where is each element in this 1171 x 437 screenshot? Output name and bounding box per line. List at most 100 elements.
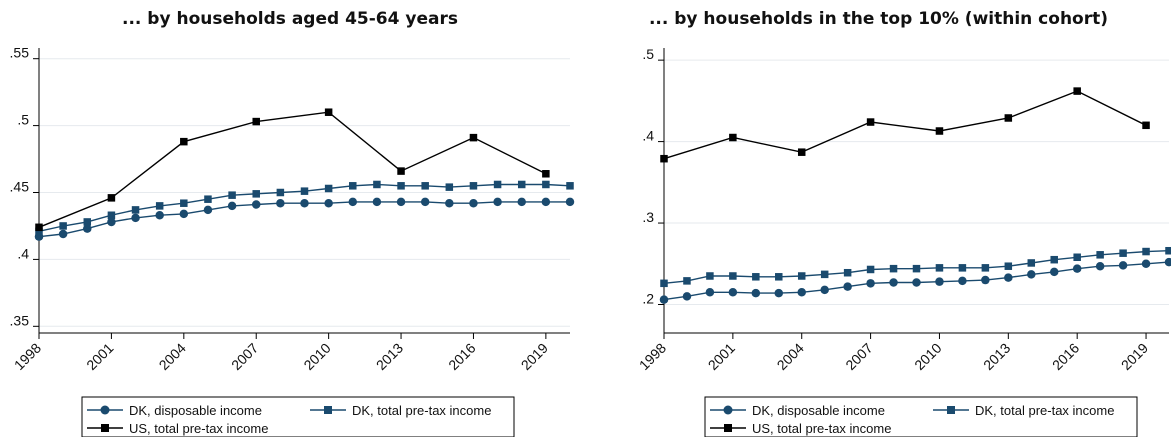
data-point — [58, 229, 68, 239]
data-point — [228, 191, 236, 199]
series-line-3 — [38, 111, 547, 228]
data-point — [1073, 87, 1081, 95]
data-point — [660, 154, 668, 163]
data-point — [1049, 267, 1059, 277]
x-tick-label: 2001 — [83, 340, 116, 373]
legend-box — [704, 396, 1138, 437]
data-point — [517, 180, 526, 189]
data-point — [276, 188, 285, 197]
data-point — [565, 197, 575, 207]
legend-box — [81, 396, 515, 437]
data-point — [469, 133, 478, 142]
data-point — [445, 183, 454, 191]
data-point — [541, 197, 551, 207]
x-tick-label: 2004 — [156, 340, 189, 373]
data-point — [1119, 249, 1127, 257]
chart-title: ... by households aged 45-64 years — [122, 9, 458, 29]
legend-label: DK, disposable income — [129, 403, 262, 418]
data-point — [324, 108, 333, 116]
data-point — [935, 127, 944, 135]
data-point — [373, 180, 381, 189]
data-point — [251, 200, 261, 209]
legend-marker — [947, 406, 955, 414]
data-point — [1164, 257, 1171, 267]
y-tick-label: .55 — [10, 45, 30, 61]
data-point — [1027, 259, 1036, 267]
data-point — [131, 206, 140, 214]
x-tick-label: 2007 — [228, 340, 261, 373]
y-tick-label: .4 — [642, 128, 654, 144]
data-point — [1095, 261, 1105, 271]
data-point — [659, 295, 669, 304]
chart-left-svg: .35 .4 .45 .5 .55 1998 2001 2004 2007 2010 2013 201… — [10, 45, 575, 437]
chart-panel-left: ... by households aged 45-64 years .35 .4… — [0, 0, 580, 437]
data-point — [1142, 121, 1150, 130]
data-point — [797, 148, 806, 156]
data-point — [83, 218, 92, 226]
data-point — [683, 277, 691, 285]
legend-label: US, total pre-tax income — [129, 421, 268, 436]
legend-label: DK, total pre-tax income — [975, 403, 1114, 418]
data-point — [252, 190, 260, 198]
x-tick-label: 2001 — [705, 340, 738, 373]
data-point — [1165, 246, 1171, 255]
data-point — [729, 272, 737, 280]
data-point — [866, 265, 875, 274]
data-point — [324, 198, 333, 208]
data-point — [820, 270, 829, 279]
data-point — [797, 272, 806, 280]
x-tick-label: 2010 — [300, 340, 333, 373]
data-point — [729, 133, 737, 142]
data-point — [517, 197, 526, 207]
data-point — [1141, 259, 1151, 269]
data-point — [421, 182, 429, 190]
data-point — [107, 211, 116, 219]
legend-marker — [324, 406, 332, 414]
data-point — [180, 199, 188, 207]
x-tick-label: 2013 — [980, 340, 1013, 373]
data-point — [1072, 264, 1082, 273]
data-point — [1142, 247, 1150, 256]
y-tick-label: .4 — [17, 245, 29, 261]
data-point — [728, 288, 738, 297]
x-tick-label: 2010 — [911, 340, 944, 373]
y-tick-label: .5 — [17, 112, 29, 128]
data-point — [682, 292, 692, 301]
data-point — [935, 277, 944, 286]
data-point — [180, 137, 188, 146]
data-point — [300, 198, 309, 208]
data-point — [889, 264, 898, 273]
data-point — [774, 288, 784, 298]
legend-marker — [723, 405, 733, 415]
legend-marker — [101, 424, 109, 432]
data-point — [752, 273, 760, 281]
data-point — [397, 182, 405, 190]
data-point — [179, 209, 189, 219]
data-point — [227, 201, 237, 211]
y-tick-label: .45 — [10, 179, 30, 195]
data-point — [35, 223, 43, 232]
data-point — [469, 198, 478, 208]
data-point — [843, 268, 852, 277]
data-point — [958, 264, 967, 272]
x-tick-label: 2004 — [774, 340, 807, 373]
data-point — [912, 264, 921, 273]
data-point — [1118, 261, 1128, 270]
data-point — [35, 227, 43, 236]
x-tick-label: 1998 — [636, 340, 669, 373]
data-point — [204, 195, 212, 203]
x-tick-label: 2016 — [445, 340, 478, 373]
legend-label: US, total pre-tax income — [752, 421, 891, 436]
data-point — [566, 182, 574, 190]
y-tick-label: .35 — [10, 312, 30, 328]
data-point — [843, 282, 852, 291]
data-point — [59, 222, 67, 230]
data-point — [83, 224, 92, 233]
data-point — [324, 184, 333, 193]
data-point — [396, 197, 406, 207]
data-point — [252, 117, 260, 126]
series-line-3 — [663, 90, 1147, 160]
data-point — [397, 167, 405, 175]
data-point — [797, 288, 806, 297]
legend-marker — [100, 405, 110, 415]
